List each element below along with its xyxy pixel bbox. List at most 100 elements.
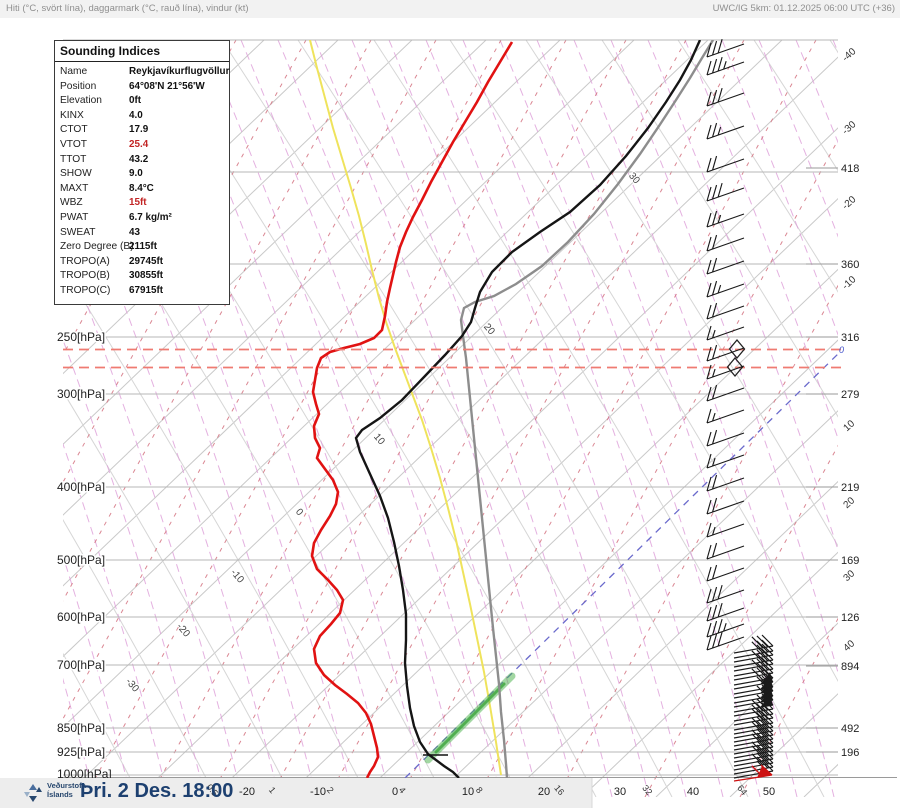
indices-row: TTOT 43.2 <box>55 153 229 168</box>
flight-level-label: 360 <box>841 259 859 271</box>
wind-barb <box>706 364 745 380</box>
index-value: 2115ft <box>129 241 157 253</box>
index-label: TTOT <box>60 153 87 165</box>
index-label: TROPO(A) <box>60 255 110 267</box>
surface-pressure-label: 1000[hPa] <box>57 767 112 781</box>
wind-barb <box>733 751 774 771</box>
indices-row: WBZ 15ft <box>55 196 229 211</box>
indices-row: SHOW 9.0 <box>55 167 229 182</box>
index-label: Zero Degree (B) <box>60 241 134 253</box>
wind-barb <box>733 755 774 775</box>
flight-level-labels: 418 360 316 279 219 169 126 894 492 196 <box>806 163 859 759</box>
bottom-bar: Veðurstofa Íslands Þri. 2 Des. 18:00 <box>0 778 592 808</box>
index-value: 29745ft <box>129 255 164 267</box>
index-label: MAXT <box>60 182 89 194</box>
wind-barb <box>733 666 774 686</box>
wind-barb <box>733 743 774 763</box>
indices-row: VTOT 25.4 <box>55 138 229 153</box>
wind-barb <box>706 325 745 341</box>
wind-barb <box>706 257 745 275</box>
isotherm-edge-label: 20 <box>842 495 858 511</box>
top-header-bar: Hiti (°C, svört lína), daggarmark (°C, r… <box>0 0 900 18</box>
pressure-label: 400[hPa] <box>57 480 105 494</box>
index-label: KINX <box>60 109 84 121</box>
wind-barb <box>706 453 745 469</box>
wind-barb <box>706 602 745 622</box>
wind-barb <box>733 639 774 659</box>
flight-level-label: 126 <box>841 612 859 624</box>
temp-tick-label: 30 <box>614 786 626 798</box>
parcel-blue-dash-line <box>404 353 838 779</box>
wind-barb <box>733 697 774 717</box>
pressure-label: 500[hPa] <box>57 553 105 567</box>
wind-barb <box>706 384 745 402</box>
index-value: 64°08'N 21°56'W <box>129 80 205 92</box>
index-label: CTOT <box>60 124 88 136</box>
wind-barb <box>706 564 745 582</box>
index-label: SHOW <box>60 168 92 180</box>
wind-barb <box>706 38 745 58</box>
wind-barb <box>706 618 745 638</box>
pressure-label: 925[hPa] <box>57 745 105 759</box>
logo-text-line1: Veðurstofa <box>47 781 86 790</box>
index-value: 9.0 <box>129 168 143 180</box>
isotherm-edge-label: -10 <box>840 274 858 292</box>
index-value: 43.2 <box>129 153 149 165</box>
indices-row: SWEAT 43 <box>55 226 229 241</box>
wind-barb <box>733 657 774 677</box>
zero-isotherm-label: 0 <box>839 345 844 355</box>
pressure-label: 250[hPa] <box>57 330 105 344</box>
wind-barb <box>706 302 745 320</box>
mixing-ratio-labels: 0.5 1 2 4 8 16 32 64 <box>204 782 749 798</box>
tropopause-lines <box>63 338 846 378</box>
pressure-label: 700[hPa] <box>57 658 105 672</box>
wind-barb <box>706 408 745 424</box>
mixing-ratio-label: 2 <box>325 785 336 795</box>
wind-barb <box>706 631 745 651</box>
tropopause-diamond-marker <box>726 356 744 378</box>
wind-barb <box>733 719 774 739</box>
indices-title: Sounding Indices <box>55 41 229 62</box>
wind-barb <box>706 542 745 560</box>
index-label: SWEAT <box>60 226 96 238</box>
index-label: Position <box>60 80 97 92</box>
pressure-label: 850[hPa] <box>57 721 105 735</box>
cape-green-core <box>434 682 506 754</box>
mixing-ratio-label: 16 <box>552 783 566 797</box>
index-value: 43 <box>129 226 140 238</box>
index-label: Elevation <box>60 95 102 107</box>
wind-barb <box>706 344 745 362</box>
wind-barb <box>706 210 745 228</box>
index-value: 6.7 kg/m² <box>129 211 172 223</box>
indices-row: CTOT 17.9 <box>55 123 229 138</box>
wind-barb <box>733 643 774 663</box>
wind-barb <box>733 739 774 759</box>
index-label: Name <box>60 66 88 77</box>
index-value: 17.9 <box>129 124 149 136</box>
wind-barb <box>706 182 745 202</box>
indices-row: TROPO(A) 29745ft <box>55 255 229 270</box>
index-value: 4.0 <box>129 109 143 121</box>
inline-line-label: 0 <box>293 507 305 519</box>
index-value: 15ft <box>129 197 147 209</box>
indices-row: Position 64°08'N 21°56'W <box>55 80 229 95</box>
isotherm-edge-label: 40 <box>842 638 858 654</box>
bottom-bar-bg <box>0 778 593 808</box>
pressure-labels: 250[hPa] 300[hPa] 400[hPa] 500[hPa] 600[hPa]… <box>56 329 107 761</box>
inline-line-label: -20 <box>174 621 192 639</box>
wind-barb <box>733 731 774 751</box>
index-label: TROPO(B) <box>60 270 110 282</box>
wind-barb <box>706 122 745 140</box>
logo-text: Veðurstofa Íslands <box>47 781 86 799</box>
wind-barb <box>733 634 774 654</box>
wind-barbs <box>706 38 774 782</box>
wind-barb <box>706 584 745 604</box>
inline-line-label: 20 <box>481 322 497 338</box>
wind-barb <box>706 429 745 447</box>
mixing-ratio-label: 64 <box>735 783 749 797</box>
temp-tick-label: 40 <box>687 786 699 798</box>
temp-tick-label: 0 <box>392 786 398 798</box>
flight-level-label: 316 <box>841 332 859 344</box>
index-value: 8.4°C <box>129 182 154 194</box>
